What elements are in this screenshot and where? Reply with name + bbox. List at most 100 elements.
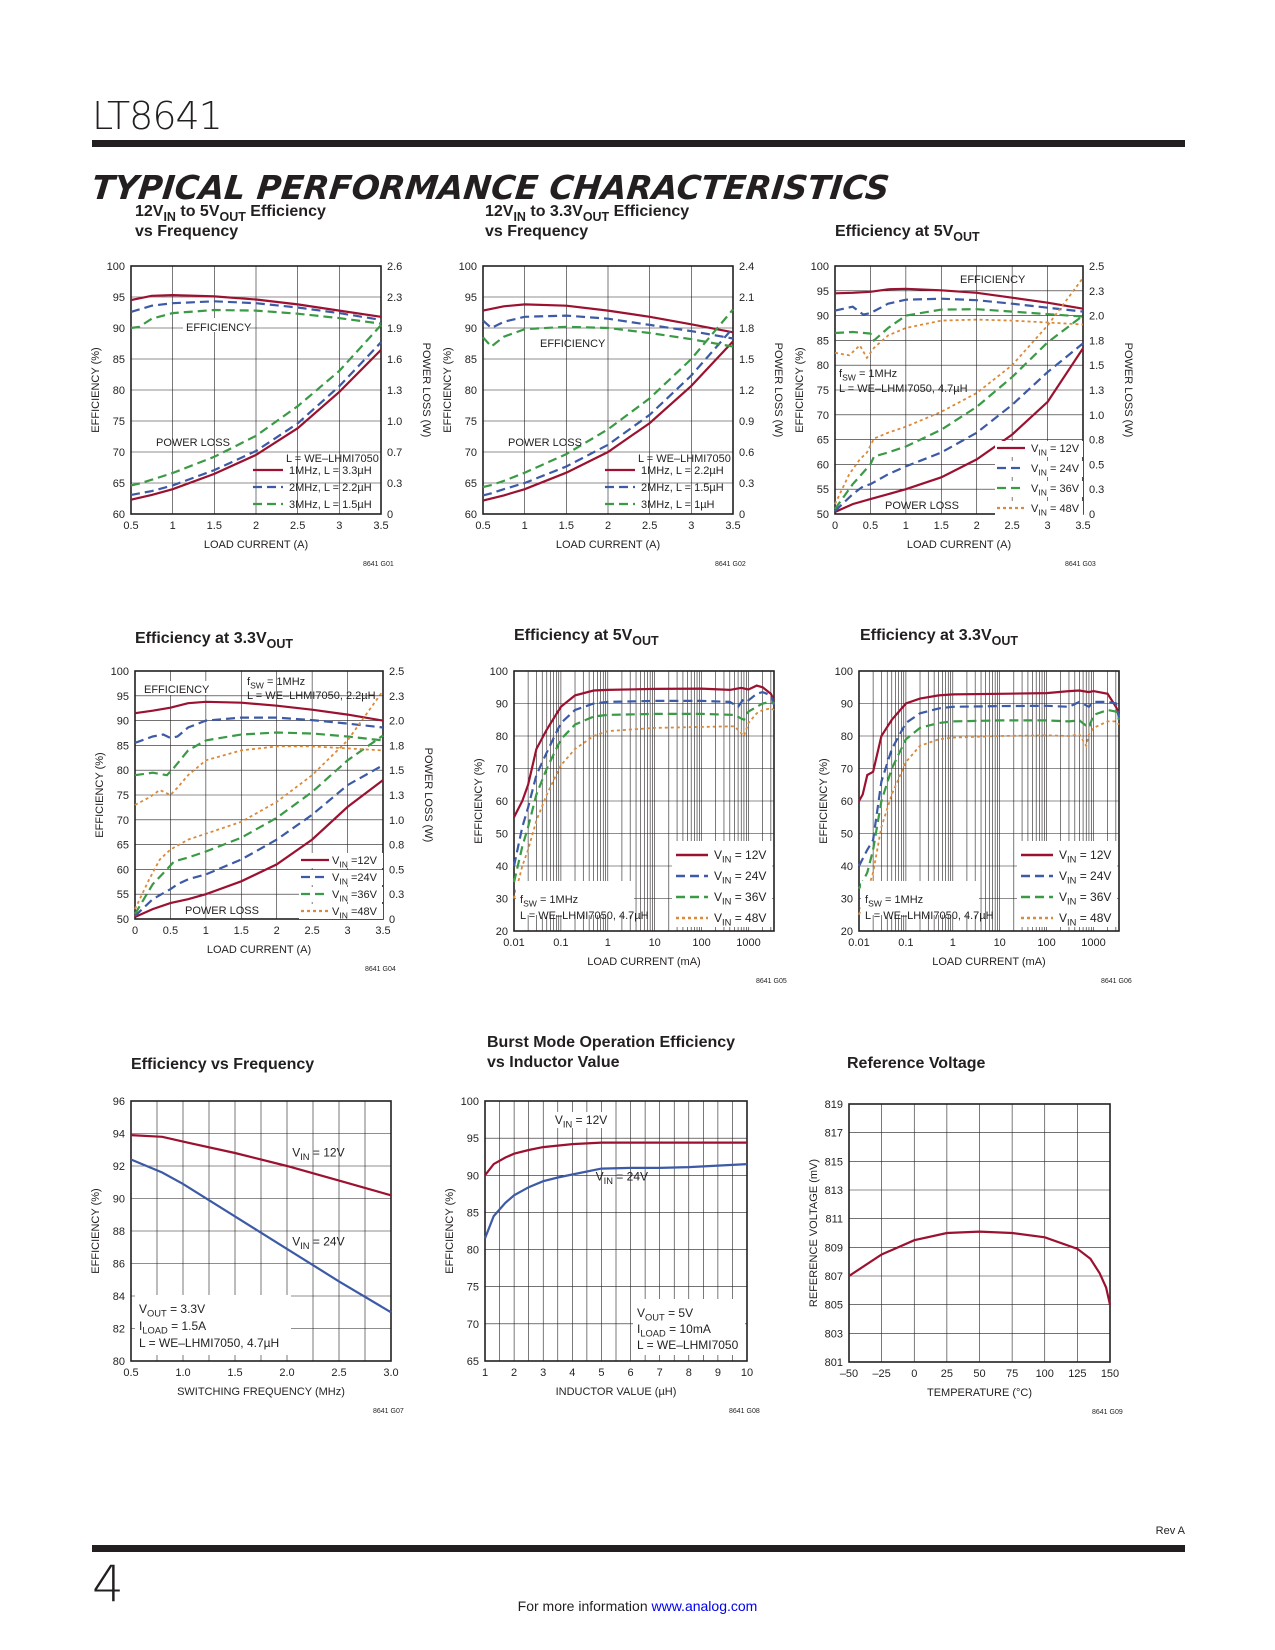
x-tick-label: 75	[1006, 1368, 1018, 1380]
x-tick-label: 1	[605, 937, 611, 949]
y2-tick-label: 1.8	[389, 740, 404, 752]
y-tick-label: 90	[467, 1170, 479, 1182]
y-tick-label: 95	[117, 691, 129, 703]
y-tick-label: 70	[817, 410, 829, 422]
legend-entry: VIN = 36V	[1031, 483, 1080, 497]
figure-code: 8641 G07	[373, 1408, 404, 1415]
power-loss-line	[134, 779, 384, 919]
y-tick-label: 819	[825, 1099, 843, 1111]
y-tick-label: 100	[461, 1096, 479, 1108]
chart-title: Reference Voltage	[847, 1055, 986, 1072]
footer-link[interactable]: www.analog.com	[651, 1598, 758, 1614]
revision: Rev A	[1155, 1525, 1185, 1537]
series-line-24v	[134, 716, 384, 744]
label-backdrop	[995, 481, 1083, 497]
chart-title: vs Frequency	[485, 223, 588, 240]
y-tick-label: 100	[459, 261, 477, 273]
x-tick-label: 1.5	[559, 520, 574, 532]
chart-title: Efficiency at 5VOUT	[835, 223, 980, 244]
x-axis-label: LOAD CURRENT (A)	[556, 539, 660, 551]
y-tick-label: 92	[113, 1161, 125, 1173]
y-tick-label: 75	[817, 385, 829, 397]
footer-text: For more information	[517, 1598, 652, 1614]
y2-tick-label: 0.3	[1089, 484, 1104, 496]
plot-frame	[484, 1100, 748, 1362]
y-axis-label: EFFICIENCY (%)	[818, 758, 830, 843]
y-tick-label: 95	[465, 292, 477, 304]
label-backdrop	[299, 904, 383, 919]
legend-entry: VIN = 24V	[1059, 869, 1111, 886]
inductor-note: L = WE–LHMI7050	[286, 453, 379, 465]
label-backdrop	[551, 1112, 612, 1129]
label-backdrop	[299, 870, 383, 885]
x-tick-label: 1	[203, 925, 209, 937]
y-tick-label: 90	[113, 1194, 125, 1206]
y2-tick-label: 0.6	[739, 447, 754, 459]
y-tick-label: 50	[841, 829, 853, 841]
x-tick-label: 0	[132, 925, 138, 937]
vout-note: VOUT = 5V	[637, 1306, 693, 1323]
x-tick-label: 100	[1037, 937, 1055, 949]
x-tick-label: 100	[692, 937, 710, 949]
power-loss-line	[834, 342, 1084, 512]
y2-axis-label: POWER LOSS (W)	[422, 748, 434, 843]
y2-tick-label: 2.0	[1089, 311, 1104, 323]
chart-title: vs Inductor Value	[487, 1054, 620, 1071]
y-tick-label: 84	[113, 1291, 125, 1303]
y-tick-label: 100	[811, 261, 829, 273]
figure-code: 8641 G08	[729, 1408, 760, 1415]
x-axis-label: LOAD CURRENT (mA)	[932, 956, 1045, 968]
legend-entry: VIN = 36V	[1059, 890, 1111, 907]
y-tick-label: 85	[113, 354, 125, 366]
legend-entry: VIN = 24V	[1031, 463, 1080, 477]
label-backdrop	[135, 1295, 291, 1355]
x-tick-label: 50	[973, 1368, 985, 1380]
efficiency-label: EFFICIENCY	[144, 684, 210, 696]
y-axis-label: EFFICIENCY (%)	[90, 1188, 102, 1273]
x-tick-label: 3.5	[1075, 520, 1090, 532]
fsw-note: fSW = 1MHz	[865, 894, 923, 908]
legend-entry: 1MHz, L = 2.2µH	[641, 465, 724, 477]
series-line-48v	[513, 707, 775, 899]
x-tick-label: 5	[598, 1367, 604, 1379]
inductor-note: L = WE–LHMI7050, 2.2µH	[247, 690, 376, 702]
x-tick-label: 25	[941, 1368, 953, 1380]
y2-tick-label: 0.3	[387, 478, 402, 490]
footer: For more information www.analog.com	[0, 1598, 1275, 1614]
y-tick-label: 70	[841, 764, 853, 776]
y2-tick-label: 0.5	[1089, 459, 1104, 471]
fsw-note: fSW = 1MHz	[520, 894, 578, 908]
x-axis-label: LOAD CURRENT (mA)	[587, 956, 700, 968]
y2-tick-label: 0.7	[387, 447, 402, 459]
y2-tick-label: 0.5	[389, 864, 404, 876]
legend-entry: VIN =36V	[332, 889, 378, 903]
y-tick-label: 70	[117, 815, 129, 827]
y-tick-label: 70	[465, 447, 477, 459]
y-tick-label: 70	[467, 1319, 479, 1331]
y-tick-label: 75	[113, 416, 125, 428]
legend-entry: VIN = 48V	[1059, 911, 1111, 928]
y-tick-label: 40	[841, 861, 853, 873]
y-tick-label: 65	[117, 840, 129, 852]
x-tick-label: 10	[741, 1367, 753, 1379]
legend-entry: VIN = 36V	[714, 890, 766, 907]
x-axis-label: INDUCTOR VALUE (µH)	[556, 1386, 677, 1398]
chart-g05: Efficiency at 5VOUT 20 30 40 50 60 70 80 90 100 0.…	[473, 627, 787, 985]
y2-tick-label: 2.1	[739, 292, 754, 304]
y-tick-label: 80	[117, 765, 129, 777]
x-tick-label: 6	[627, 1367, 633, 1379]
x-tick-label: 3	[540, 1367, 546, 1379]
y-tick-label: 60	[817, 459, 829, 471]
legend-entry: 3MHz, L = 1.5µH	[289, 499, 372, 511]
y-tick-label: 80	[496, 731, 508, 743]
y-tick-label: 75	[465, 416, 477, 428]
x-tick-label: 10	[994, 937, 1006, 949]
y-tick-label: 90	[841, 699, 853, 711]
y2-tick-label: 2.0	[389, 716, 404, 728]
x-tick-label: 3.5	[373, 520, 388, 532]
chart-title: Efficiency at 3.3VOUT	[135, 630, 293, 651]
x-tick-label: 0.01	[848, 937, 869, 949]
x-tick-label: 2	[274, 925, 280, 937]
